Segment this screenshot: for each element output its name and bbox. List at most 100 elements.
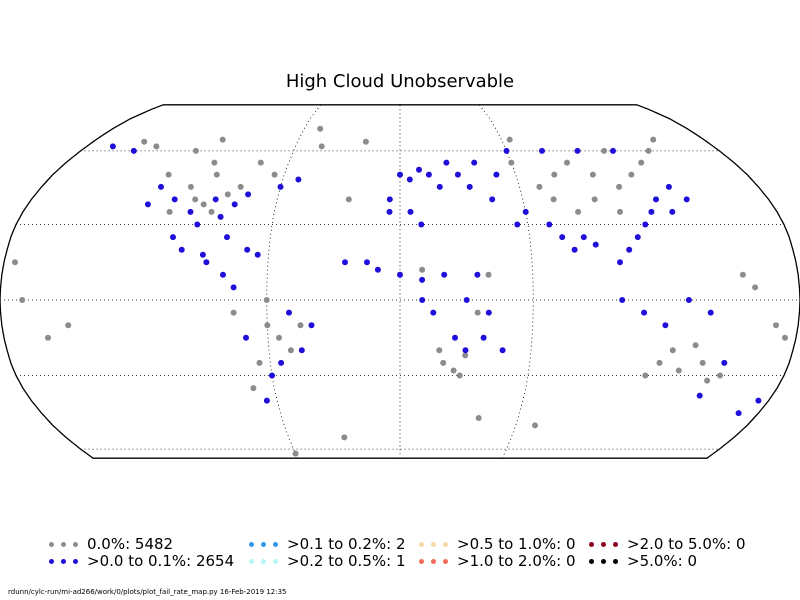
legend-label: 0.0%: 5482	[87, 535, 174, 553]
station-dot-zero	[450, 367, 457, 374]
station-dot-zero	[532, 422, 538, 429]
station-dot-zero	[650, 136, 657, 143]
station-dot-gt0-0.1	[386, 208, 393, 215]
station-dot-zero	[213, 171, 220, 178]
station-dot-zero	[192, 147, 199, 154]
station-dot-gt0-0.1	[466, 183, 473, 190]
station-dot-gt0-0.1	[416, 166, 422, 173]
station-dot-zero	[699, 359, 706, 366]
station-dot-gt0-0.1	[224, 234, 230, 241]
legend-marker	[415, 535, 451, 553]
station-dot-gt0-0.1	[187, 208, 194, 215]
station-dot-zero	[456, 372, 463, 379]
legend-marker	[45, 535, 81, 553]
station-dot-gt0-0.1	[454, 171, 461, 178]
station-dot-zero	[551, 171, 558, 178]
station-dot-gt0-0.1	[245, 191, 252, 198]
station-dot-gt0-0.1	[452, 334, 458, 341]
station-dot-zero	[536, 183, 543, 190]
legend-item: >2.0 to 5.0%: 0	[585, 535, 746, 553]
station-dot-zero	[208, 208, 215, 215]
station-dot-gt0-0.1	[463, 297, 470, 303]
station-dot-gt0-0.1	[503, 147, 510, 154]
station-dot-zero	[564, 159, 570, 166]
station-dot-gt0-0.1	[592, 241, 599, 248]
station-dot-gt0-0.1	[298, 347, 305, 354]
station-dot-zero	[230, 309, 237, 316]
station-dot-gt0-0.1	[342, 259, 348, 266]
station-dot-gt0-0.1	[178, 246, 185, 253]
station-dot-gt0-0.1	[471, 159, 478, 166]
station-dot-gt0-0.1	[171, 196, 178, 203]
legend-item: 0.0%: 5482	[45, 535, 173, 553]
station-dot-zero	[589, 171, 596, 178]
station-dot-gt0-0.1	[653, 196, 659, 203]
legend-label: >5.0%: 0	[627, 552, 698, 570]
station-dot-gt0-0.1	[425, 171, 432, 178]
station-dot-zero	[485, 271, 492, 278]
legend-label: >0.0 to 0.1%: 2654	[87, 552, 235, 570]
graticule-lon--60	[266, 104, 322, 459]
station-dot-gt0-0.1	[474, 271, 481, 278]
legend-label: >0.5 to 1.0%: 0	[457, 535, 576, 553]
station-dot-zero	[717, 372, 723, 379]
station-dot-gt0-0.1	[436, 183, 443, 190]
station-dot-gt0-0.1	[231, 201, 238, 208]
graticule	[0, 104, 800, 459]
station-dot-zero	[419, 266, 426, 273]
station-dot-gt0-0.1	[617, 259, 623, 266]
legend-item: >0.5 to 1.0%: 0	[415, 535, 576, 553]
station-dot-zero	[187, 183, 194, 190]
legend-label: >0.2 to 0.5%: 1	[287, 552, 406, 570]
station-dot-gt0-0.1	[254, 251, 261, 258]
station-dot-zero	[474, 309, 481, 316]
station-dot-gt0-0.1	[109, 143, 116, 150]
station-dot-gt0-0.1	[480, 334, 487, 341]
legend: 0.0%: 5482 >0.0 to 0.1%: 2654 >0.1 to 0.2%…	[45, 535, 785, 575]
station-dot-gt0-0.1	[263, 397, 270, 404]
station-dot-zero	[739, 271, 746, 278]
station-dot-zero	[575, 208, 582, 215]
station-dot-gt0-0.1	[499, 347, 506, 354]
station-dot-zero	[141, 138, 148, 145]
station-dot-gt0-0.1	[443, 159, 450, 166]
station-dot-zero	[12, 259, 18, 266]
station-dot-gt0-0.1	[514, 221, 521, 228]
station-dot-zero	[675, 367, 682, 374]
station-dot-zero	[506, 136, 513, 143]
station-dot-zero	[166, 208, 173, 215]
station-dot-gt0-0.1	[419, 297, 426, 303]
station-dot-gt0-0.1	[626, 246, 633, 253]
station-dots-gt0-0.1	[109, 143, 762, 417]
map-boundary	[0, 104, 800, 459]
station-dot-gt0-0.1	[571, 246, 578, 253]
station-dot-zero	[192, 196, 199, 203]
station-dot-zero	[628, 171, 635, 178]
station-dot-gt0-0.1	[220, 271, 226, 278]
station-dot-gt0-0.1	[419, 276, 426, 283]
station-dot-gt0-0.1	[707, 309, 714, 316]
station-dot-zero	[263, 297, 270, 303]
station-dot-gt0-0.1	[170, 234, 176, 241]
station-dot-gt0-0.1	[648, 208, 655, 215]
station-dot-zero	[264, 322, 271, 329]
station-dot-gt0-0.1	[485, 309, 492, 316]
station-dot-gt0-0.1	[158, 183, 164, 190]
station-dot-gt0-0.1	[462, 347, 469, 354]
station-dot-gt0-0.1	[386, 196, 393, 203]
station-dot-gt0-0.1	[441, 271, 448, 278]
legend-marker	[245, 535, 281, 553]
station-dot-gt0-0.1	[286, 309, 292, 316]
legend-item: >1.0 to 2.0%: 0	[415, 552, 576, 570]
station-dot-zero	[642, 372, 649, 379]
legend-label: >0.1 to 0.2%: 2	[287, 535, 406, 553]
legend-item: >0.1 to 0.2%: 2	[245, 535, 406, 553]
station-dot-gt0-0.1	[489, 196, 496, 203]
station-dot-gt0-0.1	[641, 309, 648, 316]
legend-item: >0.0 to 0.1%: 2654	[45, 552, 234, 570]
station-dot-gt0-0.1	[308, 322, 315, 329]
station-dot-gt0-0.1	[683, 196, 690, 203]
footer-text: rdunn/cylc-run/mi-ad266/work/0/plots/plo…	[8, 588, 287, 596]
station-dot-gt0-0.1	[364, 259, 370, 266]
station-dot-zero	[645, 147, 652, 154]
